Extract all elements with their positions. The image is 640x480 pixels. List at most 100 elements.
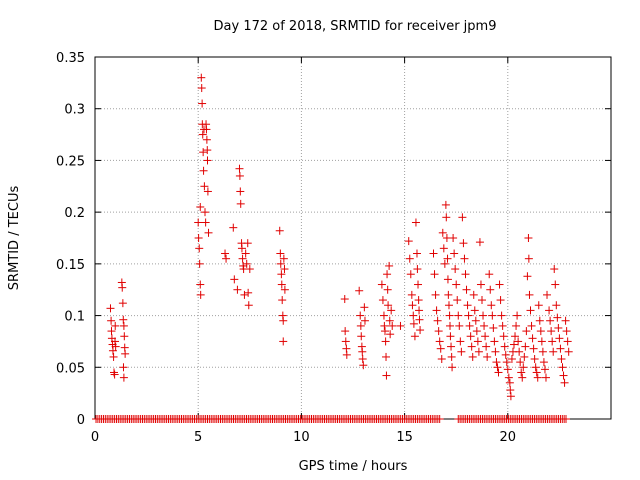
data-point xyxy=(547,327,556,336)
y-tick-label: 0 xyxy=(77,413,85,428)
data-point xyxy=(459,239,468,248)
data-point xyxy=(558,363,567,372)
data-point xyxy=(237,244,246,253)
data-point xyxy=(507,355,516,364)
data-point xyxy=(241,249,250,258)
y-axis-label: SRMTID / TECUs xyxy=(7,186,22,291)
data-point xyxy=(560,378,569,387)
data-point xyxy=(531,363,540,372)
data-point xyxy=(413,265,422,274)
data-point xyxy=(529,344,538,353)
data-point xyxy=(496,296,505,305)
data-point xyxy=(110,370,119,379)
x-tick-label: 15 xyxy=(396,430,413,445)
data-point xyxy=(482,342,491,351)
data-point xyxy=(545,306,554,315)
data-point xyxy=(561,316,570,325)
data-point xyxy=(235,171,244,180)
data-point xyxy=(385,261,394,270)
data-point xyxy=(381,337,390,346)
data-point xyxy=(468,352,477,361)
data-point xyxy=(538,347,547,356)
data-point xyxy=(198,99,207,108)
data-point xyxy=(476,280,485,289)
data-point xyxy=(406,270,415,279)
zero-point xyxy=(435,415,444,423)
data-point xyxy=(196,280,205,289)
data-point xyxy=(236,199,245,208)
data-point xyxy=(200,182,209,191)
y-tick-label: 0.35 xyxy=(56,51,85,66)
data-point xyxy=(486,285,495,294)
data-point xyxy=(549,347,558,356)
data-point xyxy=(493,363,502,372)
data-point xyxy=(107,327,116,336)
data-point xyxy=(492,358,501,367)
data-point xyxy=(535,316,544,325)
data-point xyxy=(387,306,396,315)
data-point xyxy=(199,125,208,134)
data-point xyxy=(502,358,511,367)
data-point xyxy=(238,254,247,263)
data-point xyxy=(414,296,423,305)
x-tick-label: 5 xyxy=(194,430,202,445)
data-point xyxy=(524,254,533,263)
data-point xyxy=(411,218,420,227)
data-point xyxy=(540,365,549,374)
data-point xyxy=(415,306,424,315)
data-point xyxy=(462,285,471,294)
data-point xyxy=(404,237,413,246)
data-points xyxy=(92,73,573,423)
data-point xyxy=(442,213,451,222)
data-point xyxy=(278,296,287,305)
data-point xyxy=(514,337,523,346)
data-point xyxy=(443,254,452,263)
data-point xyxy=(356,311,365,320)
data-point xyxy=(463,301,472,310)
data-point xyxy=(276,259,285,268)
data-point xyxy=(410,332,419,341)
data-point xyxy=(455,321,464,330)
data-point xyxy=(475,238,484,247)
data-point xyxy=(108,346,117,355)
data-point xyxy=(447,352,456,361)
data-point xyxy=(377,280,386,289)
data-point xyxy=(109,368,118,377)
data-point xyxy=(534,301,543,310)
data-point xyxy=(517,368,526,377)
data-point xyxy=(541,373,550,382)
zero-point xyxy=(562,415,571,423)
data-point xyxy=(524,234,533,242)
data-point xyxy=(383,270,392,279)
data-point xyxy=(396,321,405,330)
data-point xyxy=(439,244,448,253)
data-point xyxy=(203,187,212,196)
data-point xyxy=(201,218,210,227)
data-point xyxy=(279,316,288,325)
data-point xyxy=(358,355,367,364)
data-point xyxy=(446,332,455,341)
data-point xyxy=(384,301,393,310)
x-tick-label: 20 xyxy=(500,430,517,445)
data-point xyxy=(537,337,546,346)
data-point xyxy=(433,316,442,325)
data-point xyxy=(556,344,565,353)
data-point xyxy=(464,311,473,320)
data-point xyxy=(488,311,497,320)
data-point xyxy=(444,301,453,310)
data-point xyxy=(360,303,369,312)
data-point xyxy=(199,148,208,157)
data-point xyxy=(473,337,482,346)
data-point xyxy=(451,265,460,274)
data-point xyxy=(431,290,440,299)
data-point xyxy=(230,275,239,284)
data-point xyxy=(497,311,506,320)
data-point xyxy=(527,321,536,330)
data-point xyxy=(119,373,128,382)
data-point xyxy=(553,313,562,322)
data-point xyxy=(121,349,130,358)
data-point xyxy=(444,290,453,299)
data-point xyxy=(342,350,351,359)
data-point xyxy=(412,249,421,258)
data-point xyxy=(435,337,444,346)
